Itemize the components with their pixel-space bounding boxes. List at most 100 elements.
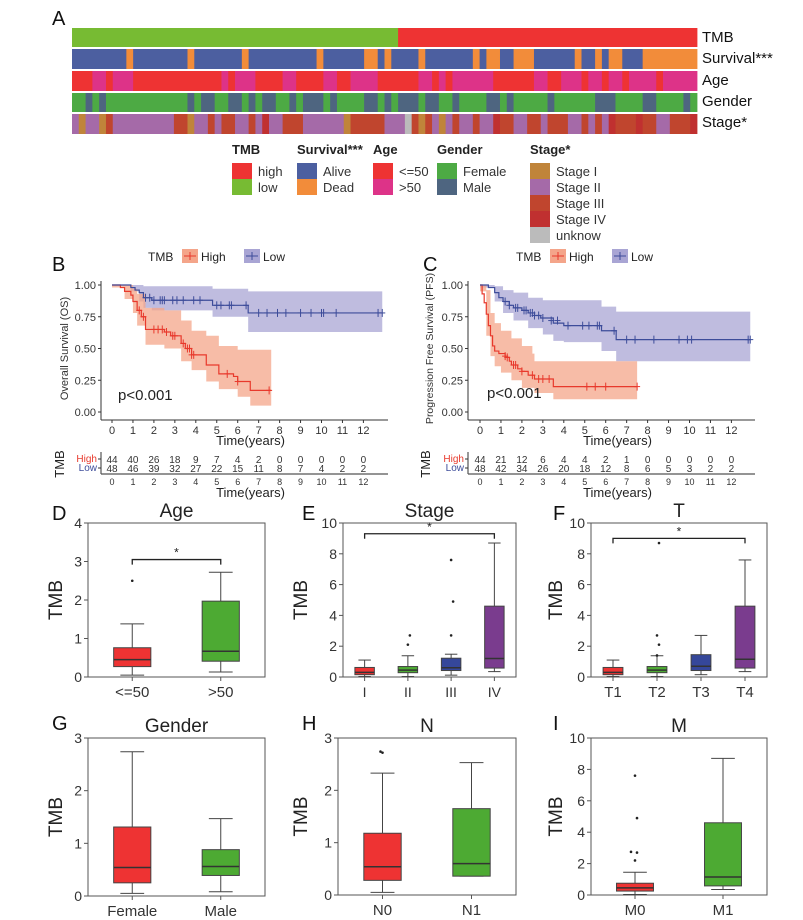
risk-table-count: 18 [169, 455, 181, 466]
heatmap-cell-stage [269, 114, 283, 134]
boxplot-y-tick-label: 6 [577, 793, 585, 809]
risk-table-x-tick-label: 9 [298, 477, 303, 487]
legend-title: Age [373, 142, 398, 157]
risk-table-x-tick-label: 8 [277, 477, 282, 487]
risk-table-x-tick-label: 6 [603, 477, 608, 487]
legend-title: Gender [437, 142, 483, 157]
heatmap-cell-stage [99, 114, 107, 134]
risk-table-x-tick-label: 1 [498, 477, 503, 487]
risk-table-count: 7 [214, 455, 220, 466]
heatmap-cell-gender [248, 93, 256, 112]
heatmap-cell-survival [499, 49, 514, 69]
heatmap-cell-stage [282, 114, 304, 134]
heatmap-cell-gender [262, 93, 277, 112]
boxplot-x-tick-label: >50 [208, 684, 233, 701]
heatmap-cell-age [72, 71, 93, 91]
km-y-tick-label: 1.00 [75, 280, 96, 292]
heatmap-cell-stage [248, 114, 256, 134]
heatmap-cell-gender [459, 93, 487, 112]
boxplot-outlier [408, 634, 412, 637]
heatmap-cell-survival [581, 49, 596, 69]
heatmap-cell-gender [398, 93, 419, 112]
risk-table-count: 0 [277, 455, 283, 466]
boxplot-box-1 [201, 600, 240, 662]
risk-table-x-tick-label: 10 [316, 477, 326, 487]
risk-table-x-axis-label: Time(years) [216, 485, 285, 500]
risk-table-count: 22 [211, 464, 223, 475]
km-x-tick-label: 2 [151, 425, 157, 437]
heatmap-cell-age [561, 71, 582, 91]
heatmap-cell-stage [302, 114, 345, 134]
km-x-tick-label: 7 [624, 425, 630, 437]
risk-table-count: 4 [561, 455, 567, 466]
boxplot-y-tick-label: 10 [569, 515, 585, 531]
heatmap-cell-gender [391, 93, 399, 112]
heatmap-cell-survival [364, 49, 379, 69]
risk-table-x-tick-label: 10 [684, 477, 694, 487]
heatmap-cell-survival [472, 49, 481, 69]
boxplot-frame [87, 737, 266, 897]
km-legend-label: Low [631, 250, 653, 264]
km-x-tick-label: 2 [519, 425, 525, 437]
risk-table-count: 27 [190, 464, 202, 475]
km-x-tick-label: 12 [357, 425, 369, 437]
heatmap-cell-age [629, 71, 657, 91]
risk-table-count: 12 [516, 455, 528, 466]
boxplot-y-tick-label: 2 [577, 638, 585, 654]
risk-table-count: 44 [106, 455, 118, 466]
heatmap-cell-gender [452, 93, 460, 112]
boxplot-y-tick-label: 0 [329, 669, 337, 685]
heatmap-cell-survival [574, 49, 582, 69]
boxplot-x-tick-label: II [404, 684, 412, 700]
legend-swatch [530, 163, 550, 179]
heatmap-cell-age [221, 71, 229, 91]
risk-table-x-tick-label: 0 [477, 477, 482, 487]
heatmap-cell-stage [72, 114, 80, 134]
heatmap-cell-age [377, 71, 419, 91]
boxplot-box-1 [452, 808, 491, 877]
boxplot-y-tick-label: 0 [577, 669, 585, 685]
heatmap-row-label-age: Age [702, 72, 729, 89]
risk-table-count: 2 [340, 464, 346, 475]
heatmap-cell-stage [601, 114, 610, 134]
boxplot-gender: Gender 0 1 2 3 TMB Female Male [46, 716, 266, 920]
risk-table-count: 0 [729, 455, 735, 466]
legend-title: Stage* [530, 142, 571, 157]
boxplot-y-tick-label: 4 [74, 515, 82, 531]
boxplot-x-tick-label: N1 [462, 902, 481, 919]
boxplot-box-0 [113, 826, 152, 884]
heatmap-cell-stage [445, 114, 453, 134]
boxplot-box-3 [484, 605, 505, 669]
legend-item: Alive [297, 163, 351, 179]
risk-table-count: 42 [495, 464, 507, 475]
legend-swatch [232, 179, 252, 195]
boxplot-x-tick-label: Female [107, 903, 157, 920]
heatmap-cell-gender [296, 93, 304, 112]
heatmap-cell-survival [486, 49, 501, 69]
heatmap-cell-age [105, 71, 114, 91]
heatmap-cell-stage [432, 114, 440, 134]
km-x-axis-label: Time(years) [583, 433, 652, 448]
boxplot-x-tick-label: T4 [736, 684, 754, 701]
heatmap-cell-stage [255, 114, 263, 134]
km-y-tick-label: 0.50 [75, 344, 96, 356]
heatmap-cell-survival [133, 49, 188, 69]
risk-table-x-tick-label: 0 [109, 477, 114, 487]
boxplot-outlier [379, 750, 382, 753]
risk-table-count: 48 [474, 464, 486, 475]
heatmap-cell-stage [235, 114, 250, 134]
heatmap-cell-gender [615, 93, 644, 112]
clinical-heatmap [72, 28, 698, 134]
heatmap-cell-survival [187, 49, 195, 69]
legend-swatch [232, 163, 252, 179]
heatmap-cell-stage [418, 114, 426, 134]
km-y-tick-label: 0.25 [442, 375, 463, 387]
heatmap-cell-stage [513, 114, 528, 134]
heatmap-cell-survival [418, 49, 426, 69]
heatmap-cell-stage [588, 114, 596, 134]
km-x-tick-label: 1 [498, 425, 504, 437]
heatmap-cell-age [92, 71, 107, 91]
heatmap-cell-stage [615, 114, 637, 134]
km-x-tick-label: 8 [277, 425, 283, 437]
